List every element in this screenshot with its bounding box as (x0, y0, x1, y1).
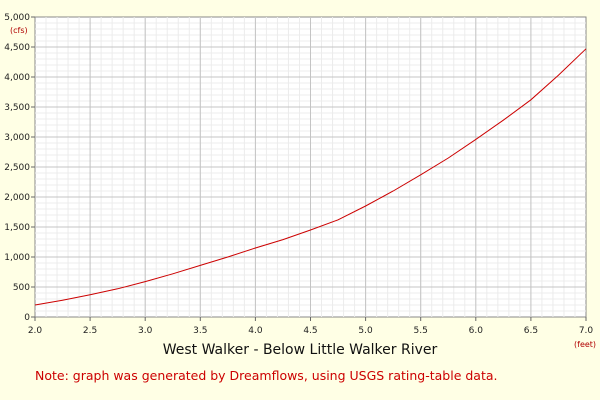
y-tick-label: 5,000 (4, 13, 30, 23)
chart-title: West Walker - Below Little Walker River (162, 342, 438, 358)
x-tick-label: 2.5 (83, 326, 97, 336)
x-tick-label: 5.5 (414, 326, 428, 336)
y-tick-label: 3,000 (4, 133, 30, 143)
x-unit-label: (feet) (574, 340, 596, 349)
x-tick-label: 2.0 (28, 326, 43, 336)
y-tick-label: 1,500 (4, 223, 30, 233)
x-tick-label: 4.5 (303, 326, 317, 336)
y-tick-label: 4,500 (4, 43, 30, 53)
x-tick-label: 6.0 (469, 326, 484, 336)
x-tick-label: 5.0 (358, 326, 373, 336)
x-tick-label: 3.0 (138, 326, 153, 336)
y-tick-label: 1,000 (4, 253, 30, 263)
y-tick-label: 2,500 (4, 163, 30, 173)
y-axis-ticks: 0 500 1,000 1,500 2,000 2,500 3,000 3,500 4,000 4… (4, 13, 35, 323)
x-tick-label: 3.5 (193, 326, 207, 336)
series-line (34, 48, 587, 306)
y-unit-label: (cfs) (10, 26, 28, 35)
y-tick-label: 500 (13, 283, 30, 293)
chart-note: Note: graph was generated by Dreamflows,… (35, 368, 498, 383)
y-tick-label: 0 (24, 313, 30, 323)
y-tick-label: 3,500 (4, 103, 30, 113)
x-tick-label: 4.0 (248, 326, 263, 336)
major-gridlines (35, 17, 586, 317)
y-tick-label: 4,000 (4, 73, 30, 83)
x-tick-label: 7.0 (579, 326, 594, 336)
x-tick-label: 6.5 (524, 326, 538, 336)
y-tick-label: 2,000 (4, 193, 30, 203)
x-axis-ticks: 2.0 2.5 3.0 3.5 4.0 4.5 5.0 5.5 6.0 6.5 7.0 (28, 317, 594, 336)
